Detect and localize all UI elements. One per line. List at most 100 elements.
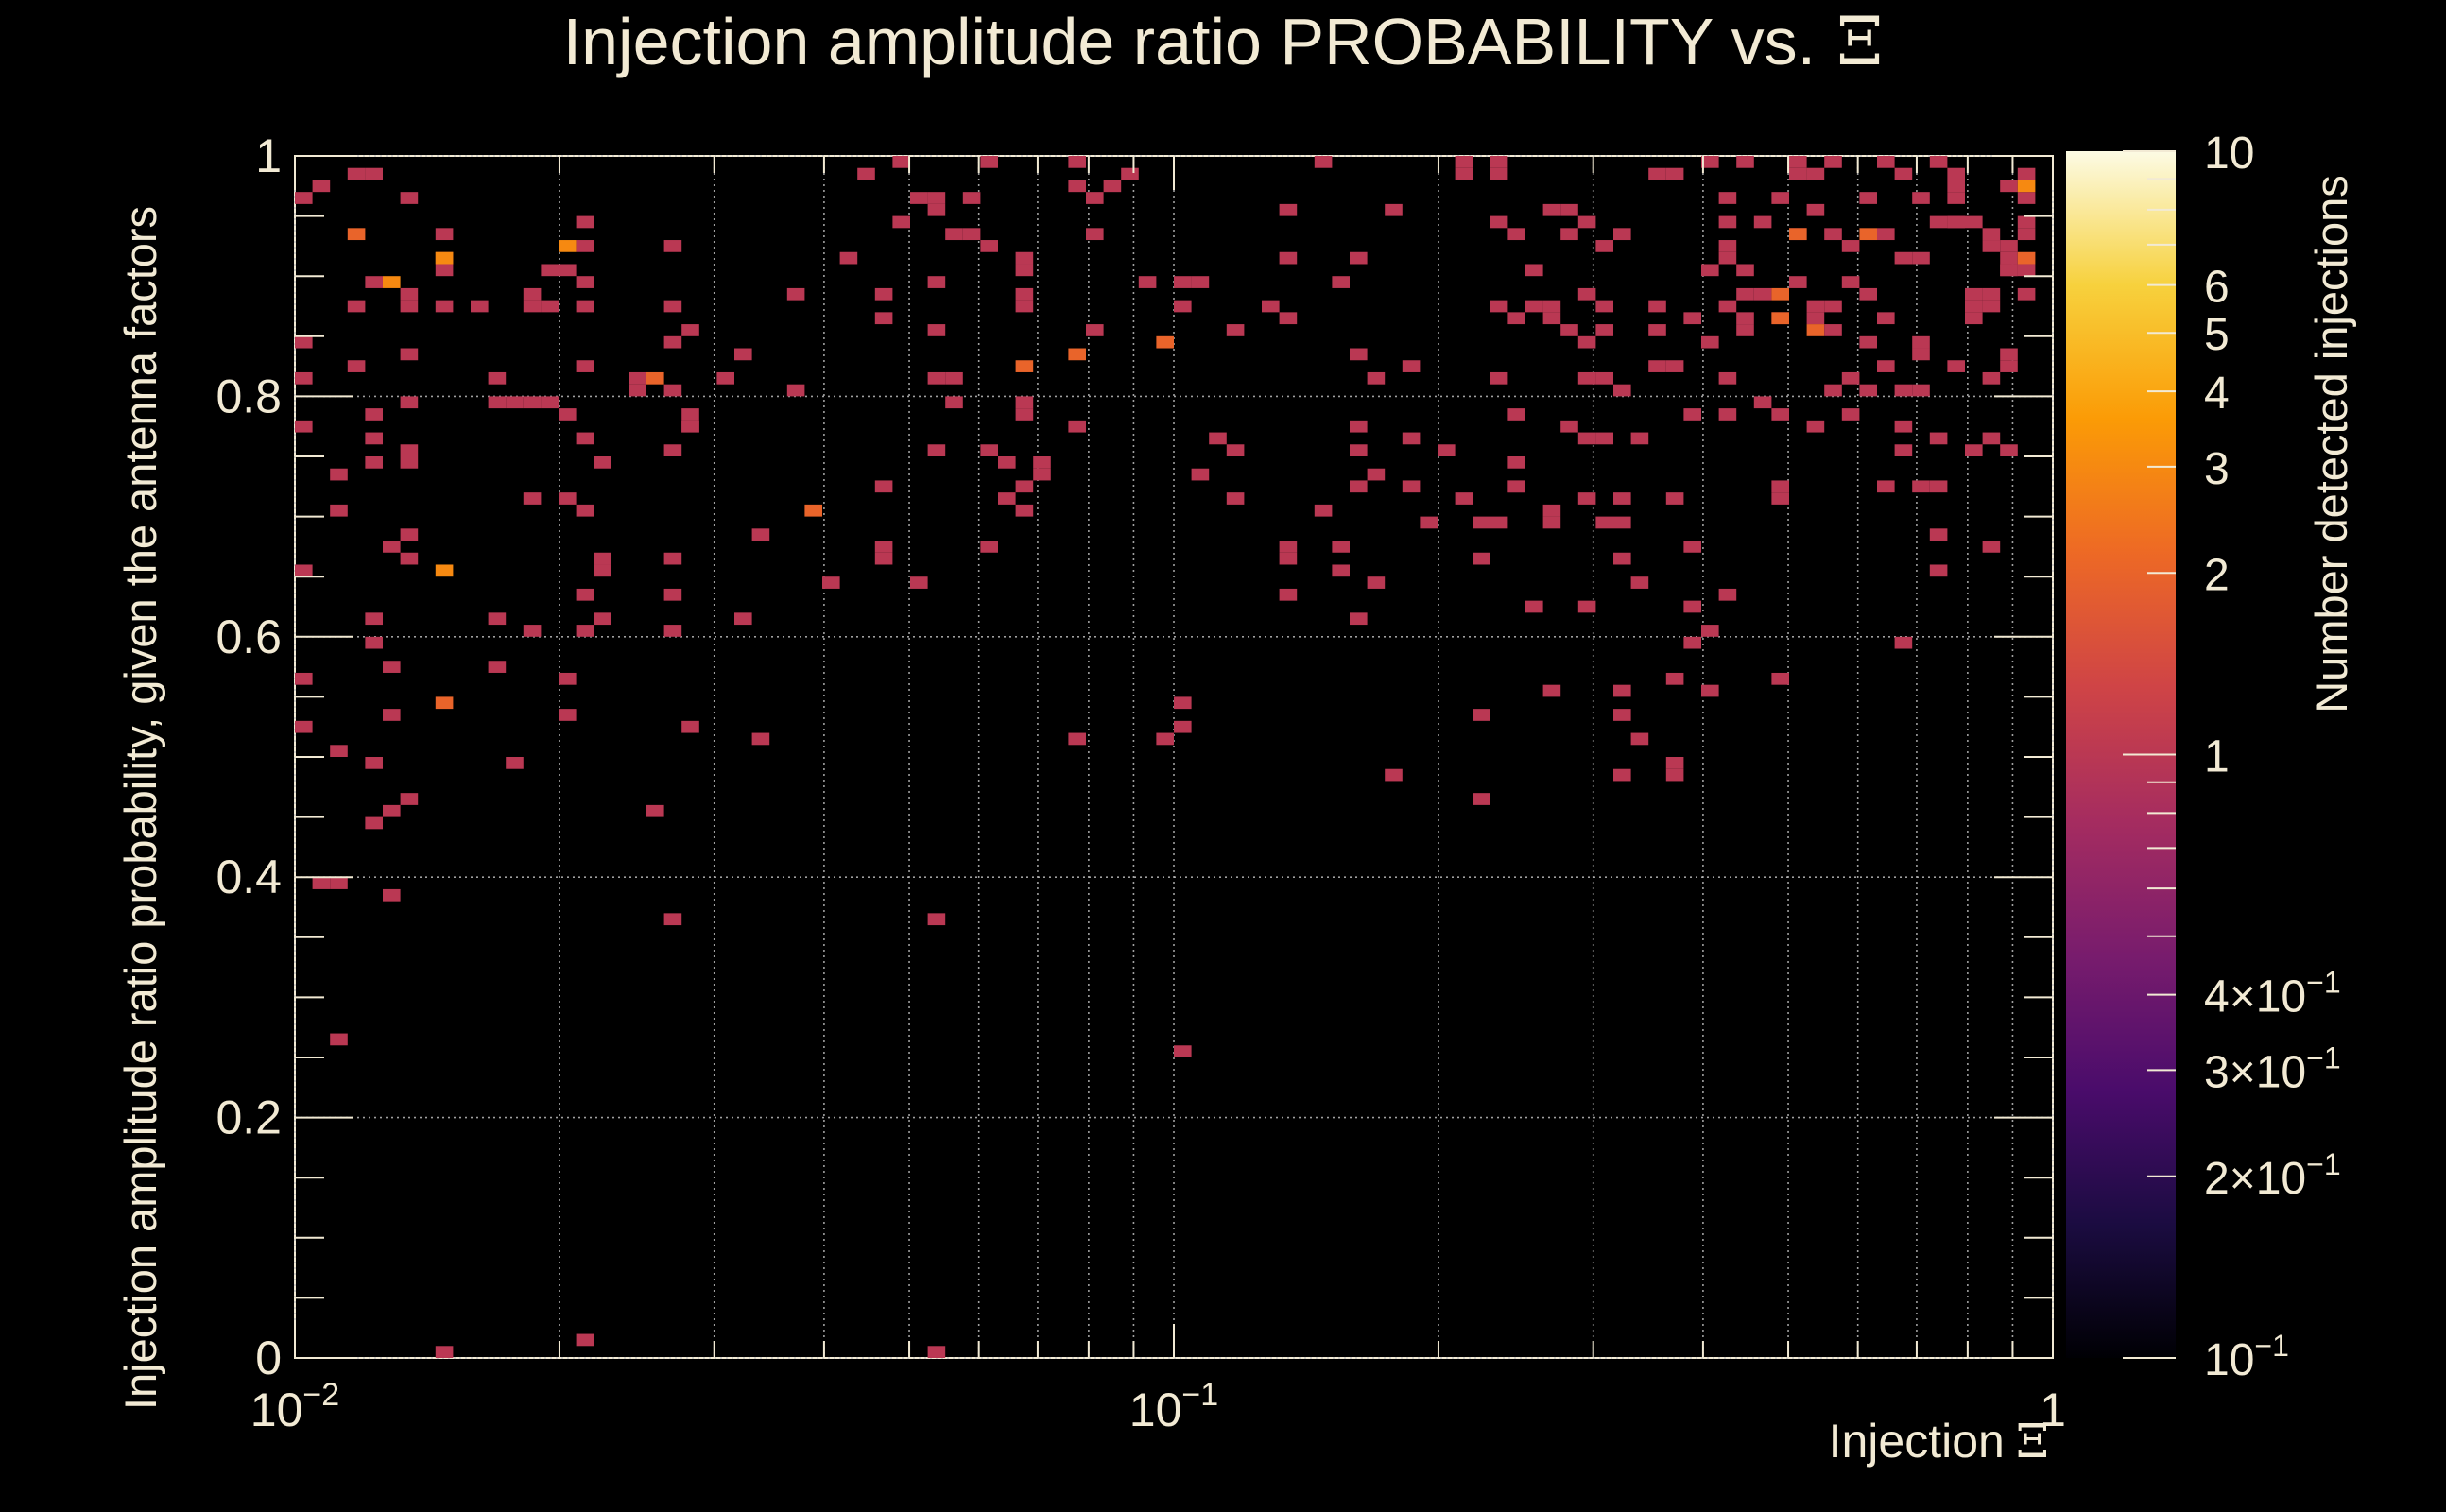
heatmap-cell — [541, 264, 559, 277]
heatmap-cell — [1595, 324, 1613, 336]
heatmap-cell — [383, 541, 401, 553]
heatmap-cell — [1490, 516, 1508, 529]
heatmap-cell — [1507, 312, 1525, 325]
heatmap-cell — [1771, 672, 1789, 685]
heatmap-cell — [330, 877, 348, 889]
heatmap-cell — [1877, 228, 1895, 241]
heatmap-cell — [1279, 203, 1298, 216]
heatmap-cell — [1718, 251, 1737, 265]
heatmap-cell — [1877, 156, 1895, 168]
y-tick-label: 1 — [255, 129, 282, 182]
heatmap-cell — [1982, 371, 2001, 385]
heatmap-cell — [1613, 768, 1631, 782]
heatmap-cell — [663, 384, 682, 397]
heatmap-cell — [1525, 300, 1543, 313]
heatmap-cell — [1542, 516, 1561, 529]
heatmap-cell — [576, 432, 594, 445]
heatmap-cell — [1877, 480, 1895, 493]
heatmap-cell — [1982, 287, 2001, 301]
heatmap-cell — [1630, 576, 1649, 589]
heatmap-cell — [1683, 541, 1701, 553]
heatmap-cell — [1894, 444, 1913, 456]
heatmap-cell — [1595, 371, 1613, 385]
heatmap-cell — [910, 192, 928, 204]
heatmap-cell — [1665, 167, 1684, 180]
heatmap-cell — [1877, 360, 1895, 372]
heatmap-cell — [1103, 180, 1122, 193]
heatmap-cell — [1455, 167, 1473, 180]
heatmap-cell — [2000, 444, 2018, 456]
heatmap-cell — [1771, 287, 1789, 301]
heatmap-cell — [1033, 468, 1051, 481]
heatmap-cell — [1736, 156, 1754, 168]
heatmap-cell — [1701, 684, 1719, 697]
heatmap-cell — [1912, 192, 1930, 204]
heatmap-cell — [576, 1333, 594, 1347]
heatmap-cell — [1525, 264, 1543, 277]
heatmap-cell — [488, 612, 507, 626]
heatmap-cell — [1613, 516, 1631, 529]
heatmap-cell — [1595, 432, 1613, 445]
heatmap-cell — [383, 276, 401, 288]
heatmap-cell — [681, 420, 699, 433]
heatmap-cell — [1473, 709, 1490, 721]
heatmap-cell — [629, 384, 646, 397]
colorbar-tick-label: 5 — [2204, 310, 2230, 360]
heatmap-cell — [559, 492, 577, 505]
heatmap-cell — [400, 552, 419, 565]
x-axis-label-text: Injection — [1829, 1415, 2005, 1468]
heatmap-cell — [1912, 480, 1930, 493]
heatmap-cell — [1191, 468, 1210, 481]
heatmap-cell — [1665, 768, 1684, 782]
heatmap-cell — [1912, 335, 1930, 349]
heatmap-cell — [980, 444, 998, 456]
heatmap-cell — [1771, 492, 1789, 505]
heatmap-cell — [1015, 408, 1034, 421]
heatmap-cell — [892, 215, 910, 229]
colorbar-tick-label: 6 — [2204, 263, 2230, 313]
colorbar-tick-label: 4 — [2204, 369, 2230, 419]
heatmap-cell — [1806, 312, 1825, 325]
heatmap-cell — [1789, 167, 1807, 180]
heatmap-cell — [2017, 264, 2036, 277]
heatmap-cell — [1542, 504, 1561, 517]
heatmap-cell — [488, 371, 507, 385]
heatmap-cell — [1718, 215, 1737, 229]
heatmap-cell — [1490, 167, 1508, 180]
heatmap-cell — [663, 335, 682, 349]
heatmap-cell — [435, 228, 454, 241]
heatmap-cell — [365, 432, 383, 445]
heatmap-cell — [980, 240, 998, 252]
heatmap-cell — [365, 167, 383, 180]
heatmap-cell — [541, 396, 559, 409]
heatmap-cell — [927, 444, 946, 456]
heatmap-cell — [576, 300, 594, 313]
heatmap-cell — [663, 913, 682, 926]
heatmap-cell — [1753, 396, 1772, 409]
heatmap-cell — [1965, 287, 1983, 301]
heatmap-cell — [1824, 384, 1842, 397]
heatmap-cell — [629, 371, 646, 385]
heatmap-cell — [1332, 276, 1350, 288]
heatmap-cell — [1929, 564, 1948, 577]
heatmap-cell — [663, 300, 682, 313]
heatmap-cell — [1507, 228, 1525, 241]
heatmap-cell — [347, 228, 366, 241]
heatmap-cell — [681, 324, 699, 336]
heatmap-cell — [576, 504, 594, 517]
heatmap-cell — [1929, 432, 1948, 445]
heatmap-cell — [927, 276, 946, 288]
heatmap-cell — [435, 300, 454, 313]
heatmap-cell — [330, 468, 348, 481]
heatmap-cell — [1859, 335, 1877, 349]
heatmap-cell — [295, 420, 313, 433]
heatmap-cell — [1982, 541, 2001, 553]
x-axis-label: Injection Ξ — [1829, 1414, 2049, 1469]
heatmap-cell — [1665, 360, 1684, 372]
heatmap-cell — [1630, 732, 1649, 746]
heatmap-cell — [1894, 251, 1913, 265]
heatmap-cell — [1402, 480, 1421, 493]
heatmap-cell — [1613, 228, 1631, 241]
heatmap-cell — [1560, 203, 1578, 216]
heatmap-cell — [2017, 180, 2036, 193]
